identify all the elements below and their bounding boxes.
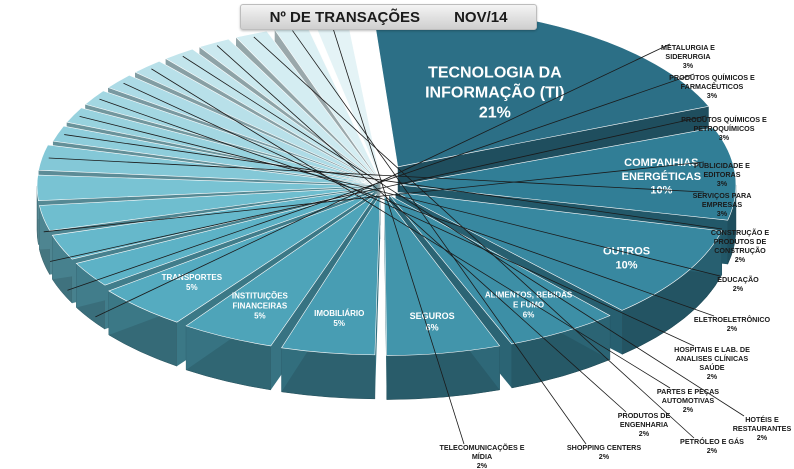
- leader-line: [292, 30, 587, 445]
- callout-label: PETRÓLEO E GÁS 2%: [680, 437, 744, 455]
- slice-label: ALIMENTOS, BEBIDAS E FUMO 6%: [485, 290, 573, 319]
- callout-label: TELECOMUNICAÇÕES E MÍDIA 2%: [439, 443, 524, 469]
- leader-line: [99, 98, 715, 317]
- pie-slice: [108, 192, 374, 323]
- pie-slice: [38, 187, 374, 231]
- leader-line: [253, 36, 695, 439]
- chart-title: Nº DE TRANSAÇÕES: [269, 8, 421, 26]
- callout-label: HOSPITAIS E LAB. DE ANALISES CLÍNICAS SAÚD…: [674, 345, 750, 381]
- leader-line: [151, 68, 671, 389]
- pie-slice: [399, 127, 737, 221]
- leader-line: [64, 134, 723, 230]
- leader-line: [79, 115, 721, 277]
- callout-label: SHOPPING CENTERS 2%: [567, 443, 641, 461]
- pie-slice: [281, 193, 381, 356]
- leader-line: [216, 45, 627, 413]
- pie-slice: [164, 48, 379, 183]
- pie-slice: [107, 74, 378, 184]
- callout-label: PRODUTOS QUÍMICOS E FARMACÊUTICOS 3%: [669, 73, 755, 100]
- pie-slice-cut: [374, 194, 381, 399]
- slice-label: IMOBILIÁRIO 5%: [314, 309, 364, 328]
- chart-title-box: Nº DE TRANSAÇÕES NOV/14: [240, 4, 537, 30]
- leader-line: [67, 73, 695, 291]
- pie-slice: [51, 188, 374, 260]
- leader-line: [49, 115, 707, 262]
- chart-period: NOV/14: [454, 8, 508, 26]
- pie-slice: [389, 194, 611, 345]
- slice-label: OUTROS 10%: [603, 246, 650, 272]
- callout-label: METALURGIA E SIDERURGIA 3%: [661, 43, 715, 70]
- slice-label: COMPANHIAS ENERGÉTICAS 10%: [622, 157, 701, 197]
- callout-label: PARTES E PEÇAS AUTOMOTIVAS 2%: [657, 387, 719, 414]
- callout-label: CONSTRUÇÃO E PRODUTOS DE CONSTRUÇÃO 2%: [711, 228, 770, 264]
- slice-label: TRANSPORTES 5%: [162, 273, 223, 292]
- pie-slice: [383, 194, 501, 356]
- leader-line: [48, 157, 705, 193]
- pie-labels: TECNOLOGIA DA INFORMAÇÃO (TI) 21% COMPANHIA…: [43, 26, 792, 469]
- callout-label: EDUCAÇÃO 2%: [717, 275, 759, 293]
- pie-slice: [66, 107, 377, 185]
- pie-slice: [38, 144, 374, 186]
- pie-slice: [84, 90, 378, 184]
- pie-slice: [36, 174, 374, 201]
- leader-line: [43, 161, 705, 233]
- leader-line: [332, 26, 465, 445]
- slice-label: INSTITUIÇÕES FINANCEIRAS 5%: [232, 292, 289, 321]
- pie-slice: [235, 30, 380, 183]
- slice-label: SEGUROS 6%: [410, 311, 455, 332]
- slice-label: TECNOLOGIA DA INFORMAÇÃO (TI) 21%: [425, 65, 565, 122]
- callout-label: SERVIÇOS PARA EMPRESAS 3%: [693, 191, 752, 218]
- leader-line: [182, 55, 745, 417]
- callout-label: ELETROELETRÔNICO 2%: [694, 315, 771, 333]
- callout-label: PRODUTOS QUÍMICOS E PETROQUÍMICOS 3%: [681, 115, 767, 142]
- pie-slice: [395, 191, 723, 311]
- callout-label: PUBLICIDADE E EDITORAS 3%: [694, 161, 750, 188]
- callout-label: PRODUTOS DE ENGENHARIA 2%: [618, 411, 671, 438]
- pie-slice: [134, 60, 379, 184]
- callout-label: HOTÉIS E RESTAURANTES 2%: [733, 415, 792, 442]
- leader-line: [123, 82, 695, 347]
- pie-slice: [185, 193, 377, 347]
